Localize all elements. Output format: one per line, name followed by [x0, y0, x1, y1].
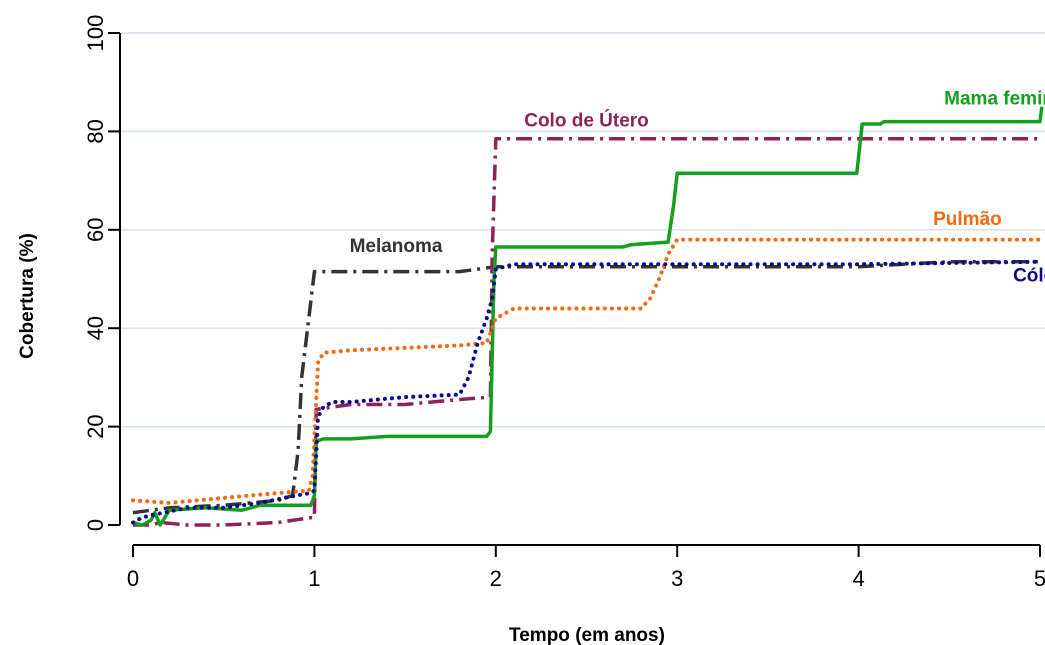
- series-line-melanoma: [132, 260, 1040, 515]
- y-tick-label: 100: [83, 15, 108, 52]
- series-label-melanoma: Melanoma: [350, 236, 443, 257]
- series-line-pulmao: [131, 237, 1042, 505]
- y-axis-title: Cobertura (%): [17, 233, 38, 359]
- x-tick-label: 1: [308, 566, 320, 591]
- axes: 0 20 40 60 80 100 0 1 2 3 4 5: [83, 15, 1045, 591]
- series-label-mama-feminina: Mama feminina: [944, 88, 1045, 109]
- y-tick-label: 40: [83, 316, 108, 340]
- x-axis-title: Tempo (em anos): [509, 625, 665, 645]
- y-tick-label: 60: [83, 218, 108, 242]
- x-tick-label: 2: [490, 566, 502, 591]
- y-tick-label: 80: [83, 119, 108, 143]
- series-line-colon: [131, 259, 1042, 525]
- gridlines: [121, 32, 1045, 428]
- series-label-colo-de-utero: Colo de Útero: [524, 109, 649, 131]
- series-line-mama-feminina: [132, 106, 1044, 527]
- x-tick-label: 5: [1034, 566, 1045, 591]
- series-line-colo-de-utero: [133, 137, 1040, 527]
- series-label-pulmao: Pulmão: [933, 209, 1002, 230]
- y-tick-label: 0: [83, 519, 108, 531]
- series-lines: [131, 106, 1044, 527]
- x-tick-label: 3: [671, 566, 683, 591]
- x-tick-label: 4: [852, 566, 864, 591]
- x-tick-label: 0: [127, 566, 139, 591]
- series-labels: Melanoma Colo de Útero Mama feminina Pulmão…: [350, 88, 1045, 286]
- series-label-colon: Cólon: [1013, 265, 1045, 286]
- y-tick-label: 20: [83, 414, 108, 438]
